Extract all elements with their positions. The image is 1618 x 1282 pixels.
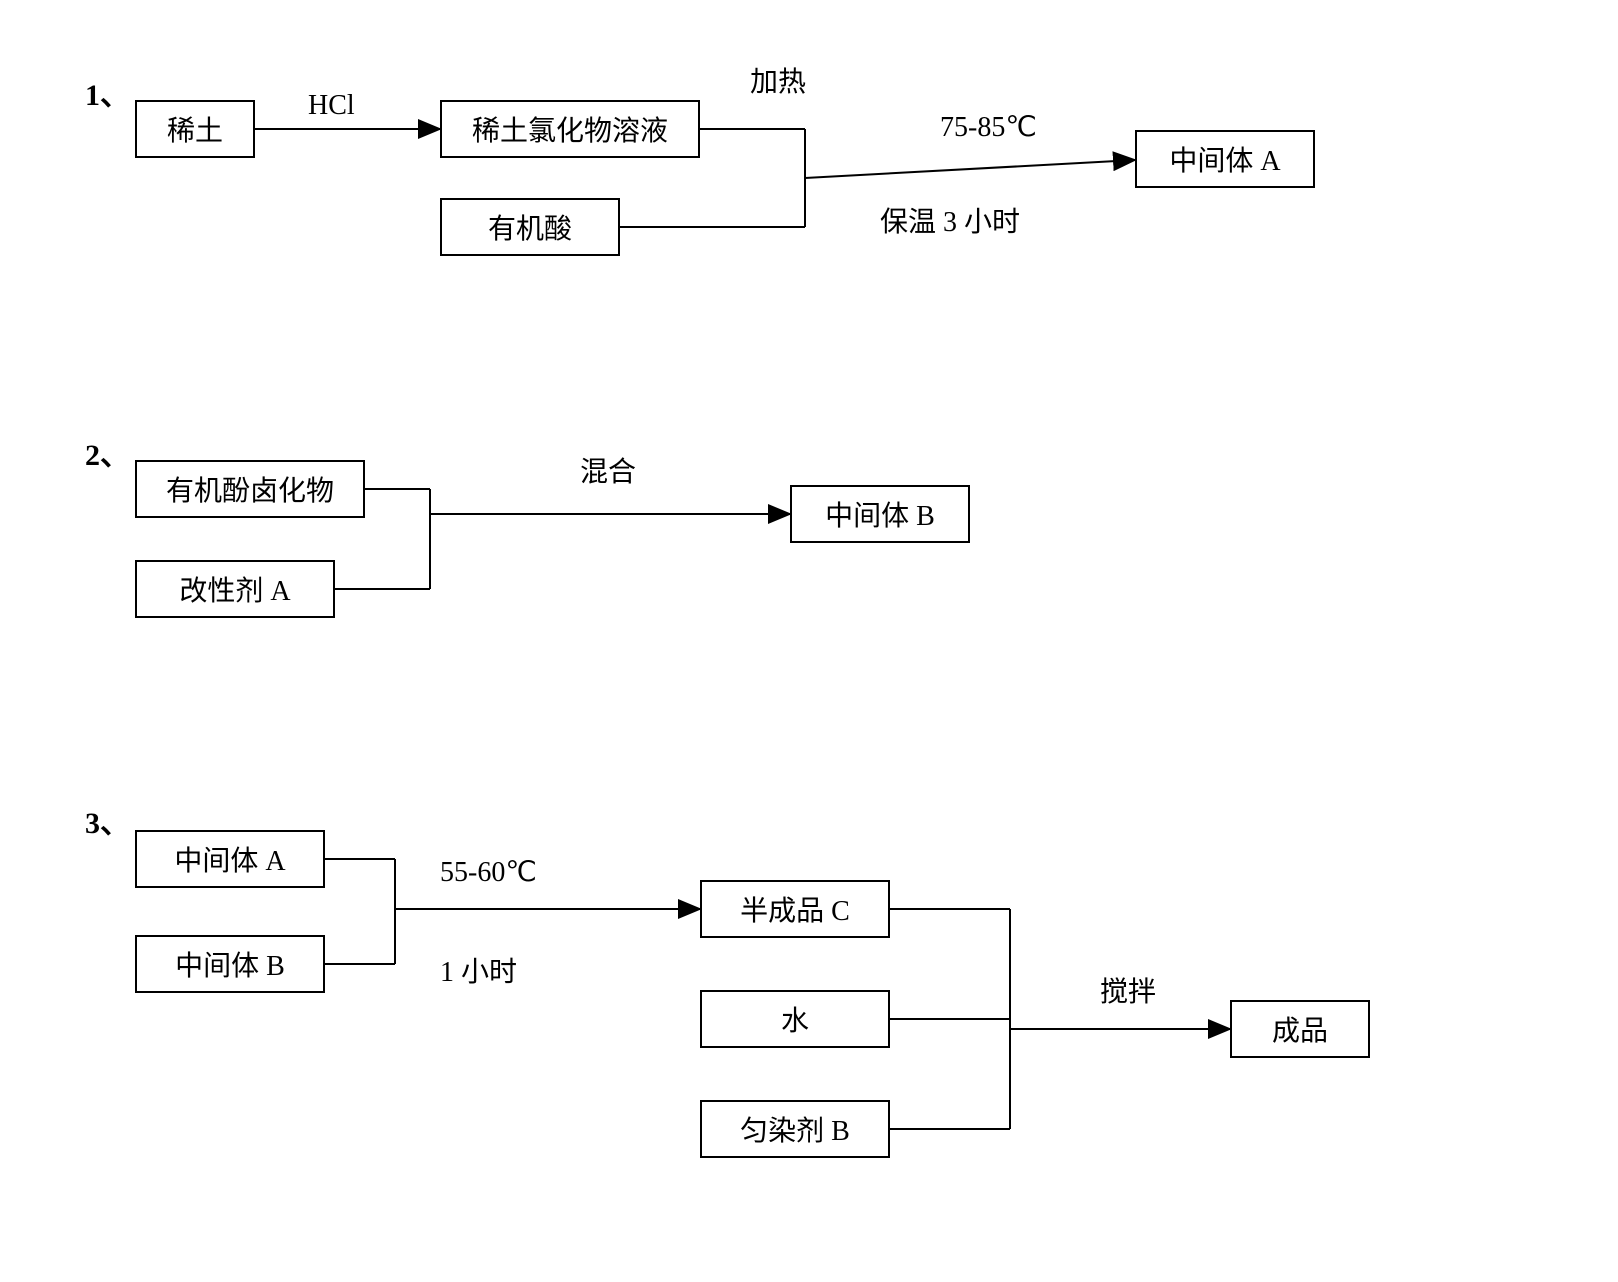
section-1-number: 1、 (85, 70, 130, 114)
node-modifier-a: 改性剂 A (135, 560, 335, 618)
diagram-canvas: 1、 2、 3、 稀土 稀土氯化物溶液 有机酸 中间体 A HCl 加热 75-… (0, 0, 1618, 1282)
section-2-number: 2、 (85, 430, 130, 474)
connector-lines (0, 0, 1618, 1282)
label-heat: 加热 (750, 60, 806, 100)
label-temp-3: 55-60℃ (440, 855, 537, 889)
label-hcl: HCl (308, 90, 355, 122)
node-intermediate-a: 中间体 A (1135, 130, 1315, 188)
node-phenol-halide: 有机酚卤化物 (135, 460, 365, 518)
node-water: 水 (700, 990, 890, 1048)
label-hold: 保温 3 小时 (880, 200, 1020, 240)
node-product: 成品 (1230, 1000, 1370, 1058)
label-time-3: 1 小时 (440, 950, 517, 990)
label-temp-1: 75-85℃ (940, 110, 1037, 144)
label-stir: 搅拌 (1100, 970, 1156, 1010)
node-intermediate-b: 中间体 B (790, 485, 970, 543)
node-semi-product-c: 半成品 C (700, 880, 890, 938)
node-dye-agent-b: 匀染剂 B (700, 1100, 890, 1158)
node-intermediate-a-s3: 中间体 A (135, 830, 325, 888)
node-intermediate-b-s3: 中间体 B (135, 935, 325, 993)
node-chloride-solution: 稀土氯化物溶液 (440, 100, 700, 158)
node-organic-acid: 有机酸 (440, 198, 620, 256)
node-rare-earth: 稀土 (135, 100, 255, 158)
label-mix: 混合 (580, 450, 636, 490)
section-3-number: 3、 (85, 798, 130, 842)
